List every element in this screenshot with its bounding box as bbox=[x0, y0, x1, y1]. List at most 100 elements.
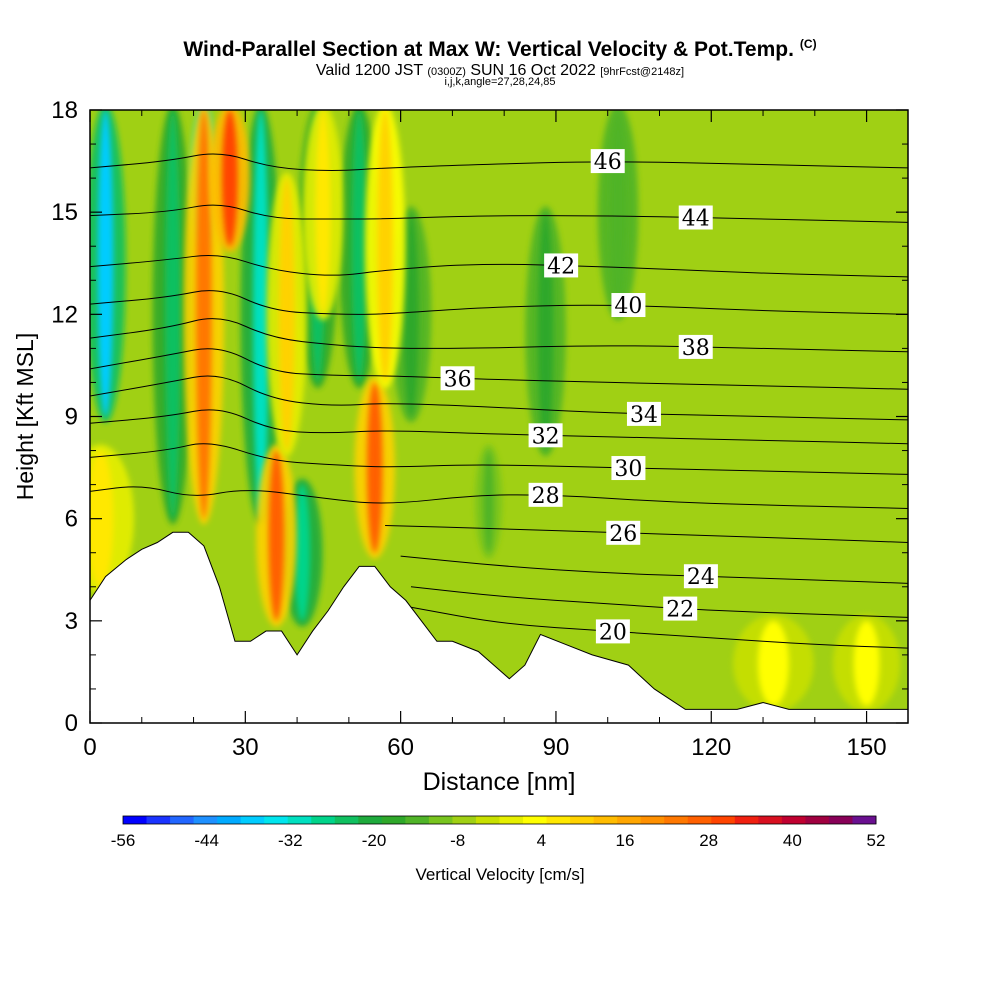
colorbar-swatch bbox=[523, 816, 548, 824]
y-tick-label: 18 bbox=[51, 97, 78, 124]
terrain-profile bbox=[90, 531, 908, 723]
isentrope-line bbox=[90, 348, 908, 390]
isentrope-line bbox=[90, 290, 908, 315]
colorbar-swatch bbox=[828, 816, 853, 824]
updraft-cell-core bbox=[853, 620, 880, 706]
x-tick-label: 0 bbox=[83, 734, 96, 761]
colorbar-swatch bbox=[287, 816, 312, 824]
downdraft-cell-core bbox=[97, 110, 114, 417]
isentrope-line bbox=[400, 555, 908, 584]
isentrope-label: 22 bbox=[666, 598, 694, 623]
isentrope-lines bbox=[90, 153, 908, 649]
colorbar-swatch bbox=[687, 816, 712, 824]
downdraft-cell-core bbox=[610, 110, 626, 315]
isentrope-line bbox=[90, 254, 908, 278]
isentrope-label: 26 bbox=[609, 522, 637, 547]
downdraft-cell-core bbox=[483, 450, 494, 553]
downdraft-cell-core bbox=[165, 110, 181, 519]
isentrope-line bbox=[90, 443, 908, 475]
colorbar-swatch bbox=[640, 816, 665, 824]
colorbar-tick-label: 28 bbox=[699, 831, 718, 850]
isentrope-label: 30 bbox=[614, 457, 642, 482]
colorbar-tick-label: 40 bbox=[783, 831, 802, 850]
x-tick-label: 30 bbox=[232, 734, 259, 761]
isentrope-label: 20 bbox=[599, 620, 627, 645]
colorbar-swatch bbox=[264, 816, 289, 824]
y-tick-label: 6 bbox=[65, 506, 78, 533]
colorbar-swatch bbox=[734, 816, 759, 824]
colorbar-swatch bbox=[358, 816, 383, 824]
colorbar-tick-label: -8 bbox=[450, 831, 465, 850]
colorbar-swatch bbox=[852, 816, 877, 824]
colorbar-swatch bbox=[711, 816, 736, 824]
isentrope-label: 32 bbox=[532, 424, 560, 449]
colorbar-swatch bbox=[193, 816, 218, 824]
colorbar-tick-label: -56 bbox=[111, 831, 136, 850]
x-tick-label: 150 bbox=[847, 734, 887, 761]
colorbar: -56 -44 -32 -20 -8 4 16 28 40 52 Vertical Velocity… bbox=[111, 815, 886, 884]
colorbar-swatch bbox=[758, 816, 783, 824]
isentrope-label: 40 bbox=[614, 294, 642, 319]
isentrope-label-box bbox=[663, 596, 698, 621]
isentrope-label-box bbox=[606, 520, 641, 545]
chart-subtitle: Valid 1200 JST (0300Z) SUN 16 Oct 2022 [… bbox=[315, 62, 685, 79]
downdraft-cell-core bbox=[294, 484, 311, 621]
isentrope-label-box bbox=[611, 456, 646, 481]
colorbar-tick-label: 52 bbox=[867, 831, 886, 850]
isentrope-labels: 20 22 24 26 28 30 32 34 36 38 40 42 44 46 bbox=[440, 149, 718, 645]
isentrope-label: 28 bbox=[532, 484, 560, 509]
isentrope-line bbox=[90, 486, 908, 509]
colorbar-swatch bbox=[593, 816, 618, 824]
y-tick-label: 15 bbox=[51, 199, 78, 226]
colorbar-swatch bbox=[452, 816, 477, 824]
updraft-cell-core bbox=[222, 110, 238, 247]
isentrope-label-box bbox=[528, 482, 563, 507]
colorbar-swatch bbox=[123, 816, 148, 824]
colorbar-swatch bbox=[146, 816, 171, 824]
colorbar-swatch bbox=[170, 816, 195, 824]
y-axis-label: Height [Kft MSL] bbox=[12, 333, 38, 500]
colorbar-swatch bbox=[664, 816, 689, 824]
downdraft-cell-core bbox=[351, 110, 367, 383]
updraft-cell-core bbox=[366, 382, 383, 553]
downdraft-cell-core bbox=[403, 212, 419, 417]
updraft-cell-core bbox=[268, 450, 285, 621]
colorbar-tick-label: 16 bbox=[616, 831, 635, 850]
isentrope-label: 34 bbox=[630, 403, 658, 428]
colorbar-tick-label: -44 bbox=[194, 831, 219, 850]
chart-indices: i,j,k,angle=27,28,24,85 bbox=[444, 76, 556, 88]
colorbar-swatch bbox=[570, 816, 595, 824]
isentrope-label: 46 bbox=[594, 150, 622, 175]
updraft-cell-core bbox=[377, 110, 393, 383]
isentrope-label: 24 bbox=[687, 565, 715, 590]
updraft-cell-core bbox=[278, 178, 295, 451]
isentrope-label: 38 bbox=[682, 336, 710, 361]
downdraft-cell-core bbox=[253, 110, 269, 519]
colorbar-swatch bbox=[240, 816, 265, 824]
isentrope-label-box bbox=[595, 619, 630, 644]
colorbar-swatch bbox=[617, 816, 642, 824]
isentrope-label-box bbox=[544, 253, 579, 278]
downdraft-cell-core bbox=[537, 212, 554, 451]
isentrope-label: 44 bbox=[682, 207, 710, 232]
colorbar-tick-label: 4 bbox=[537, 831, 546, 850]
isentrope-line bbox=[90, 409, 908, 445]
isentrope-label-box bbox=[678, 205, 713, 230]
isentrope-line bbox=[410, 586, 908, 618]
isentrope-label-box bbox=[528, 423, 563, 448]
colorbar-swatch bbox=[217, 816, 242, 824]
isentrope-label-box bbox=[626, 401, 661, 426]
y-tick-label: 3 bbox=[65, 608, 78, 635]
isentrope-label-box bbox=[440, 366, 475, 391]
colorbar-frame bbox=[122, 815, 877, 825]
colorbar-swatch bbox=[781, 816, 806, 824]
colorbar-swatch bbox=[405, 816, 430, 824]
y-tick-label: 0 bbox=[65, 710, 78, 737]
y-tick-label: 12 bbox=[51, 301, 78, 328]
y-tick-label: 9 bbox=[65, 404, 78, 431]
isentrope-line bbox=[90, 375, 908, 421]
colorbar-swatch bbox=[475, 816, 500, 824]
colorbar-swatch bbox=[381, 816, 406, 824]
